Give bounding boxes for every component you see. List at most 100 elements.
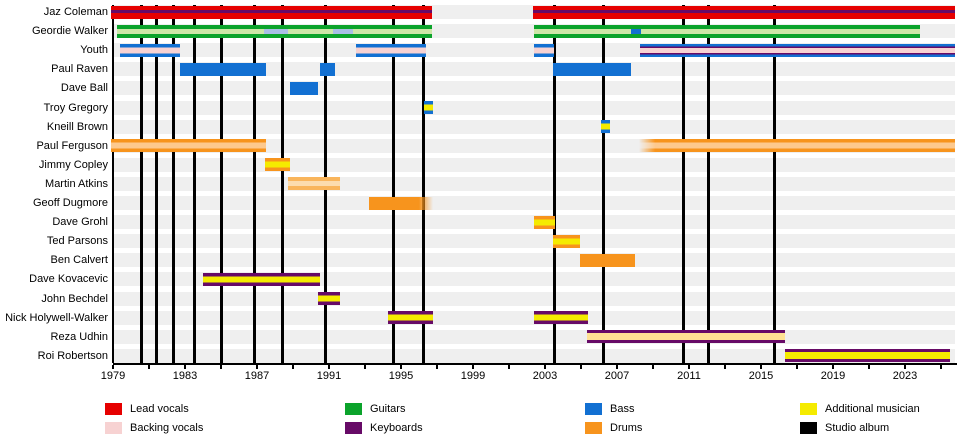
member-name-label: Roi Robertson — [37, 349, 108, 362]
member-bar — [368, 196, 434, 210]
legend-swatch-drums — [585, 422, 602, 434]
x-axis-year-label: 2015 — [748, 370, 774, 382]
legend-swatch-studio_album — [800, 422, 817, 434]
row-lane — [113, 119, 956, 134]
row-lane — [113, 196, 956, 210]
member-bar — [580, 253, 635, 267]
legend-item: Keyboards — [345, 422, 565, 435]
row-lane — [113, 272, 956, 287]
x-axis-year-label: 1999 — [460, 370, 486, 382]
legend-swatch-bass — [585, 403, 602, 415]
x-axis-tick — [904, 365, 906, 369]
x-axis-year-label: 1979 — [100, 370, 126, 382]
row-lane — [113, 176, 956, 191]
row-lane — [113, 253, 956, 268]
member-bar — [587, 330, 786, 344]
x-axis-tick — [400, 365, 402, 369]
x-axis-year-label: 1983 — [172, 370, 198, 382]
legend-item: Lead vocals — [105, 403, 325, 416]
x-axis-tick — [580, 365, 582, 369]
studio-album-line — [154, 5, 158, 363]
member-bar-secondary-role — [630, 28, 642, 34]
x-axis-year-label: 2019 — [820, 370, 846, 382]
member-bar — [111, 139, 266, 153]
member-bar — [553, 234, 581, 248]
studio-album-line — [552, 5, 556, 363]
x-axis-tick — [832, 365, 834, 369]
x-axis-tick — [940, 365, 942, 369]
member-name-label: Geordie Walker — [31, 25, 108, 38]
member-bar — [388, 311, 434, 325]
legend-label: Studio album — [825, 422, 890, 434]
x-axis-tick — [796, 365, 798, 369]
row-lane — [113, 157, 956, 172]
legend-item: Drums — [585, 422, 805, 435]
studio-album-line — [682, 5, 686, 363]
legend-label: Drums — [610, 422, 643, 434]
x-axis-tick — [148, 365, 150, 369]
member-bar — [120, 43, 180, 57]
row-lane — [113, 234, 956, 249]
member-bar — [265, 158, 291, 172]
member-name-label: Kneill Brown — [46, 120, 108, 133]
x-axis-tick — [724, 365, 726, 369]
member-name-label: Paul Ferguson — [36, 139, 108, 152]
legend-swatch-guitars — [345, 403, 362, 415]
x-axis-tick — [688, 365, 690, 369]
studio-album-line — [707, 5, 711, 363]
legend-label: Backing vocals — [130, 422, 204, 434]
member-bar-secondary-role — [332, 28, 354, 34]
row-lane — [113, 348, 956, 363]
x-axis-year-label: 2003 — [532, 370, 558, 382]
x-axis-tick — [220, 365, 222, 369]
member-name-label: John Bechdel — [41, 292, 108, 305]
member-bar — [533, 5, 956, 19]
x-axis-year-label: 1991 — [316, 370, 342, 382]
x-axis-tick — [328, 365, 330, 369]
member-name-label: Ben Calvert — [50, 254, 108, 267]
row-lane — [113, 291, 956, 306]
member-bar — [424, 101, 434, 114]
member-bar — [640, 43, 956, 57]
studio-album-line — [422, 5, 425, 363]
member-bar — [785, 349, 950, 363]
member-bar — [320, 62, 336, 76]
member-bar-secondary-role — [264, 28, 288, 34]
member-bar — [534, 24, 921, 38]
x-axis-tick — [652, 365, 654, 369]
legend-item: Additional musician — [800, 403, 960, 416]
member-bar — [290, 81, 319, 95]
member-bar — [179, 62, 266, 76]
legend-item: Guitars — [345, 403, 565, 416]
member-name-label: Reza Udhin — [50, 330, 108, 343]
legend-label: Bass — [610, 403, 635, 415]
row-lane — [113, 100, 956, 115]
x-axis-tick — [292, 365, 294, 369]
legend-item: Backing vocals — [105, 422, 325, 435]
member-bar — [534, 43, 554, 57]
x-axis-tick — [436, 365, 438, 369]
member-bar — [287, 177, 340, 191]
x-axis-tick — [868, 365, 870, 369]
legend-label: Lead vocals — [130, 403, 189, 415]
legend-swatch-additional — [800, 403, 817, 415]
x-axis-tick — [544, 365, 546, 369]
member-name-label: Martin Atkins — [45, 177, 108, 190]
studio-album-line — [220, 5, 224, 363]
legend-label: Keyboards — [370, 422, 423, 434]
x-axis-tick — [256, 365, 258, 369]
member-bar — [203, 272, 320, 286]
legend-label: Guitars — [370, 403, 406, 415]
member-name-label: Dave Grohl — [52, 216, 108, 229]
legend-swatch-keyboards — [345, 422, 362, 434]
x-axis-tick — [184, 365, 186, 369]
member-bar — [638, 139, 956, 153]
member-name-label: Troy Gregory — [43, 101, 108, 114]
x-axis-tick — [760, 365, 762, 369]
row-lane — [113, 329, 956, 344]
x-axis-tick — [364, 365, 366, 369]
member-name-label: Dave Ball — [60, 82, 108, 95]
studio-album-line — [140, 5, 144, 363]
member-bar — [553, 62, 632, 76]
x-axis-tick — [508, 365, 510, 369]
